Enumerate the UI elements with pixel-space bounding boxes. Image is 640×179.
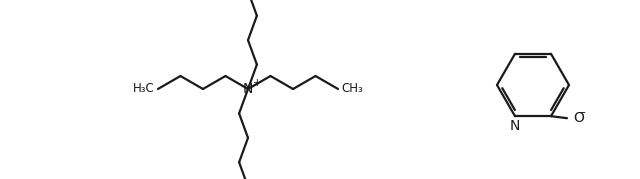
- Text: +: +: [253, 78, 261, 88]
- Text: H₃C: H₃C: [133, 83, 155, 96]
- Text: O: O: [573, 111, 584, 125]
- Text: N: N: [243, 82, 253, 96]
- Text: CH₃: CH₃: [341, 83, 363, 96]
- Text: −: −: [577, 108, 587, 118]
- Text: N: N: [510, 119, 520, 133]
